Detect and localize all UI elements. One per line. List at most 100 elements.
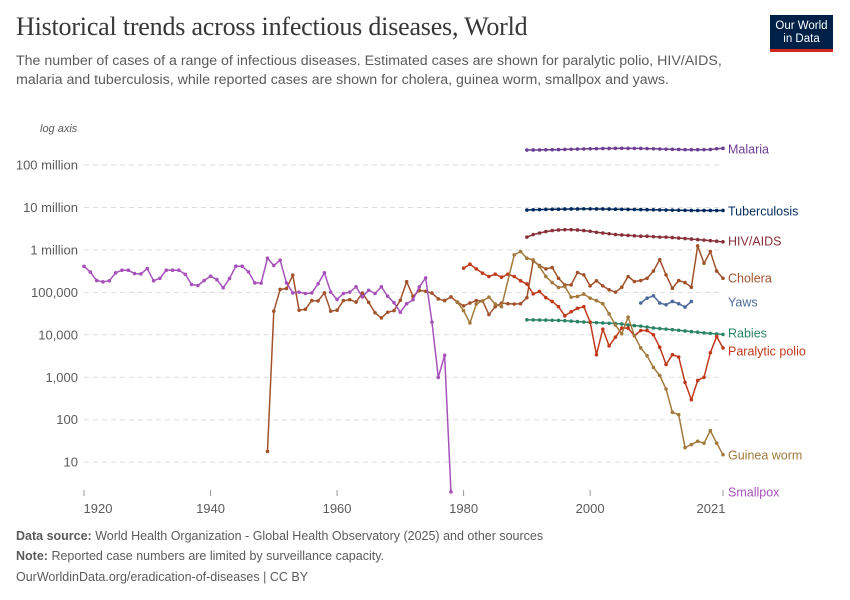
x-tick-label: 2021 — [697, 501, 726, 516]
owid-logo[interactable]: Our World in Data — [770, 15, 833, 52]
smallpox-point — [94, 278, 99, 283]
cholera-point — [594, 279, 599, 283]
series-label-cholera: Cholera — [728, 272, 772, 286]
series-label-hiv-aids: HIV/AIDS — [728, 235, 782, 249]
tuberculosis-point — [632, 207, 637, 212]
cholera-point — [588, 284, 592, 288]
paralytic-polio-point — [499, 275, 504, 279]
data-source: Data source: World Health Organization -… — [16, 529, 543, 543]
cholera-point — [702, 261, 706, 266]
cholera-point — [645, 276, 649, 281]
cholera-point — [373, 310, 377, 315]
smallpox-point — [272, 263, 276, 268]
hiv-aids-point — [550, 228, 554, 233]
cholera-point — [632, 279, 637, 284]
hiv-aids-point — [582, 228, 586, 233]
cholera-point — [487, 312, 491, 317]
smallpox-point — [449, 490, 453, 494]
smallpox-point — [278, 258, 282, 263]
cholera-point — [272, 309, 276, 313]
smallpox-point — [328, 290, 333, 294]
smallpox-point — [309, 291, 314, 295]
hiv-aids-point — [619, 233, 624, 237]
tuberculosis-point — [714, 208, 719, 213]
malaria-line — [526, 147, 724, 151]
malaria-point — [544, 148, 548, 152]
hiv-aids-point — [645, 234, 649, 239]
cholera-point — [303, 307, 308, 312]
y-tick-label: 10 million — [23, 200, 78, 215]
rabies-point — [600, 321, 605, 325]
rabies-point — [676, 328, 681, 333]
tuberculosis-point — [569, 207, 573, 211]
rabies-point — [582, 320, 586, 324]
guinea-worm-point — [626, 315, 630, 319]
smallpox-point — [101, 280, 105, 284]
cholera-point — [708, 249, 713, 254]
paralytic-polio-point — [651, 333, 656, 337]
cholera-point — [689, 285, 694, 290]
paralytic-polio-point — [493, 272, 498, 276]
rabies-point — [714, 332, 719, 336]
guinea-worm-point — [480, 299, 485, 303]
series-paralytic-polio — [461, 262, 725, 402]
rabies-point — [702, 331, 706, 335]
tuberculosis-point — [619, 207, 624, 212]
hiv-aids-point — [613, 232, 618, 237]
hiv-aids-point — [588, 229, 592, 234]
smallpox-point — [145, 266, 150, 271]
hiv-aids-point — [632, 233, 637, 238]
cholera-point — [474, 298, 479, 303]
guinea-worm-point — [632, 333, 637, 338]
cholera-point — [676, 278, 681, 283]
guinea-worm-point — [588, 296, 592, 300]
paralytic-polio-point — [569, 309, 573, 314]
guinea-worm-point — [544, 274, 548, 279]
smallpox-point — [151, 279, 156, 283]
tuberculosis-point — [600, 207, 605, 211]
rabies-point — [689, 329, 694, 334]
guinea-worm-point — [531, 258, 535, 262]
rabies-point — [657, 326, 662, 331]
tuberculosis-point — [531, 208, 535, 212]
note-text: Reported case numbers are limited by sur… — [51, 549, 384, 563]
cholera-point — [354, 300, 358, 304]
malaria-point — [695, 147, 700, 152]
smallpox-point — [158, 276, 162, 281]
source-url-link[interactable]: OurWorldinData.org/eradication-of-diseas… — [16, 570, 309, 584]
y-tick-label: 100 million — [16, 158, 78, 173]
smallpox-line — [83, 257, 452, 492]
paralytic-polio-point — [721, 346, 725, 350]
smallpox-point — [88, 270, 93, 274]
smallpox-point — [417, 285, 422, 289]
rabies-point — [563, 318, 567, 323]
hiv-aids-point — [651, 234, 656, 239]
paralytic-polio-point — [525, 282, 529, 286]
x-axis-ticks: 1920 1940 1960 1980 2000 2021 — [83, 490, 726, 516]
malaria-point — [563, 147, 567, 152]
data-source-label: Data source: — [16, 529, 92, 543]
rabies-point — [695, 330, 700, 335]
guinea-worm-point — [683, 445, 687, 450]
malaria-point — [582, 147, 586, 151]
smallpox-point — [316, 282, 320, 286]
cholera-point — [638, 278, 643, 283]
note: Note: Reported case numbers are limited … — [16, 549, 384, 563]
paralytic-polio-point — [461, 266, 466, 270]
x-tick-label: 1940 — [196, 501, 225, 516]
cholera-point — [430, 291, 434, 295]
guinea-worm-point — [550, 280, 554, 285]
tuberculosis-point — [651, 208, 656, 212]
hiv-aids-point — [708, 238, 713, 243]
guinea-worm-point — [556, 285, 561, 290]
malaria-point — [708, 147, 713, 152]
paralytic-polio-point — [544, 295, 548, 300]
hiv-aids-point — [525, 235, 529, 239]
malaria-point — [657, 147, 662, 151]
cholera-point — [322, 291, 327, 295]
series-label-tuberculosis: Tuberculosis — [728, 205, 798, 219]
paralytic-polio-point — [480, 271, 485, 276]
tuberculosis-point — [708, 208, 713, 213]
note-label: Note: — [16, 549, 48, 563]
